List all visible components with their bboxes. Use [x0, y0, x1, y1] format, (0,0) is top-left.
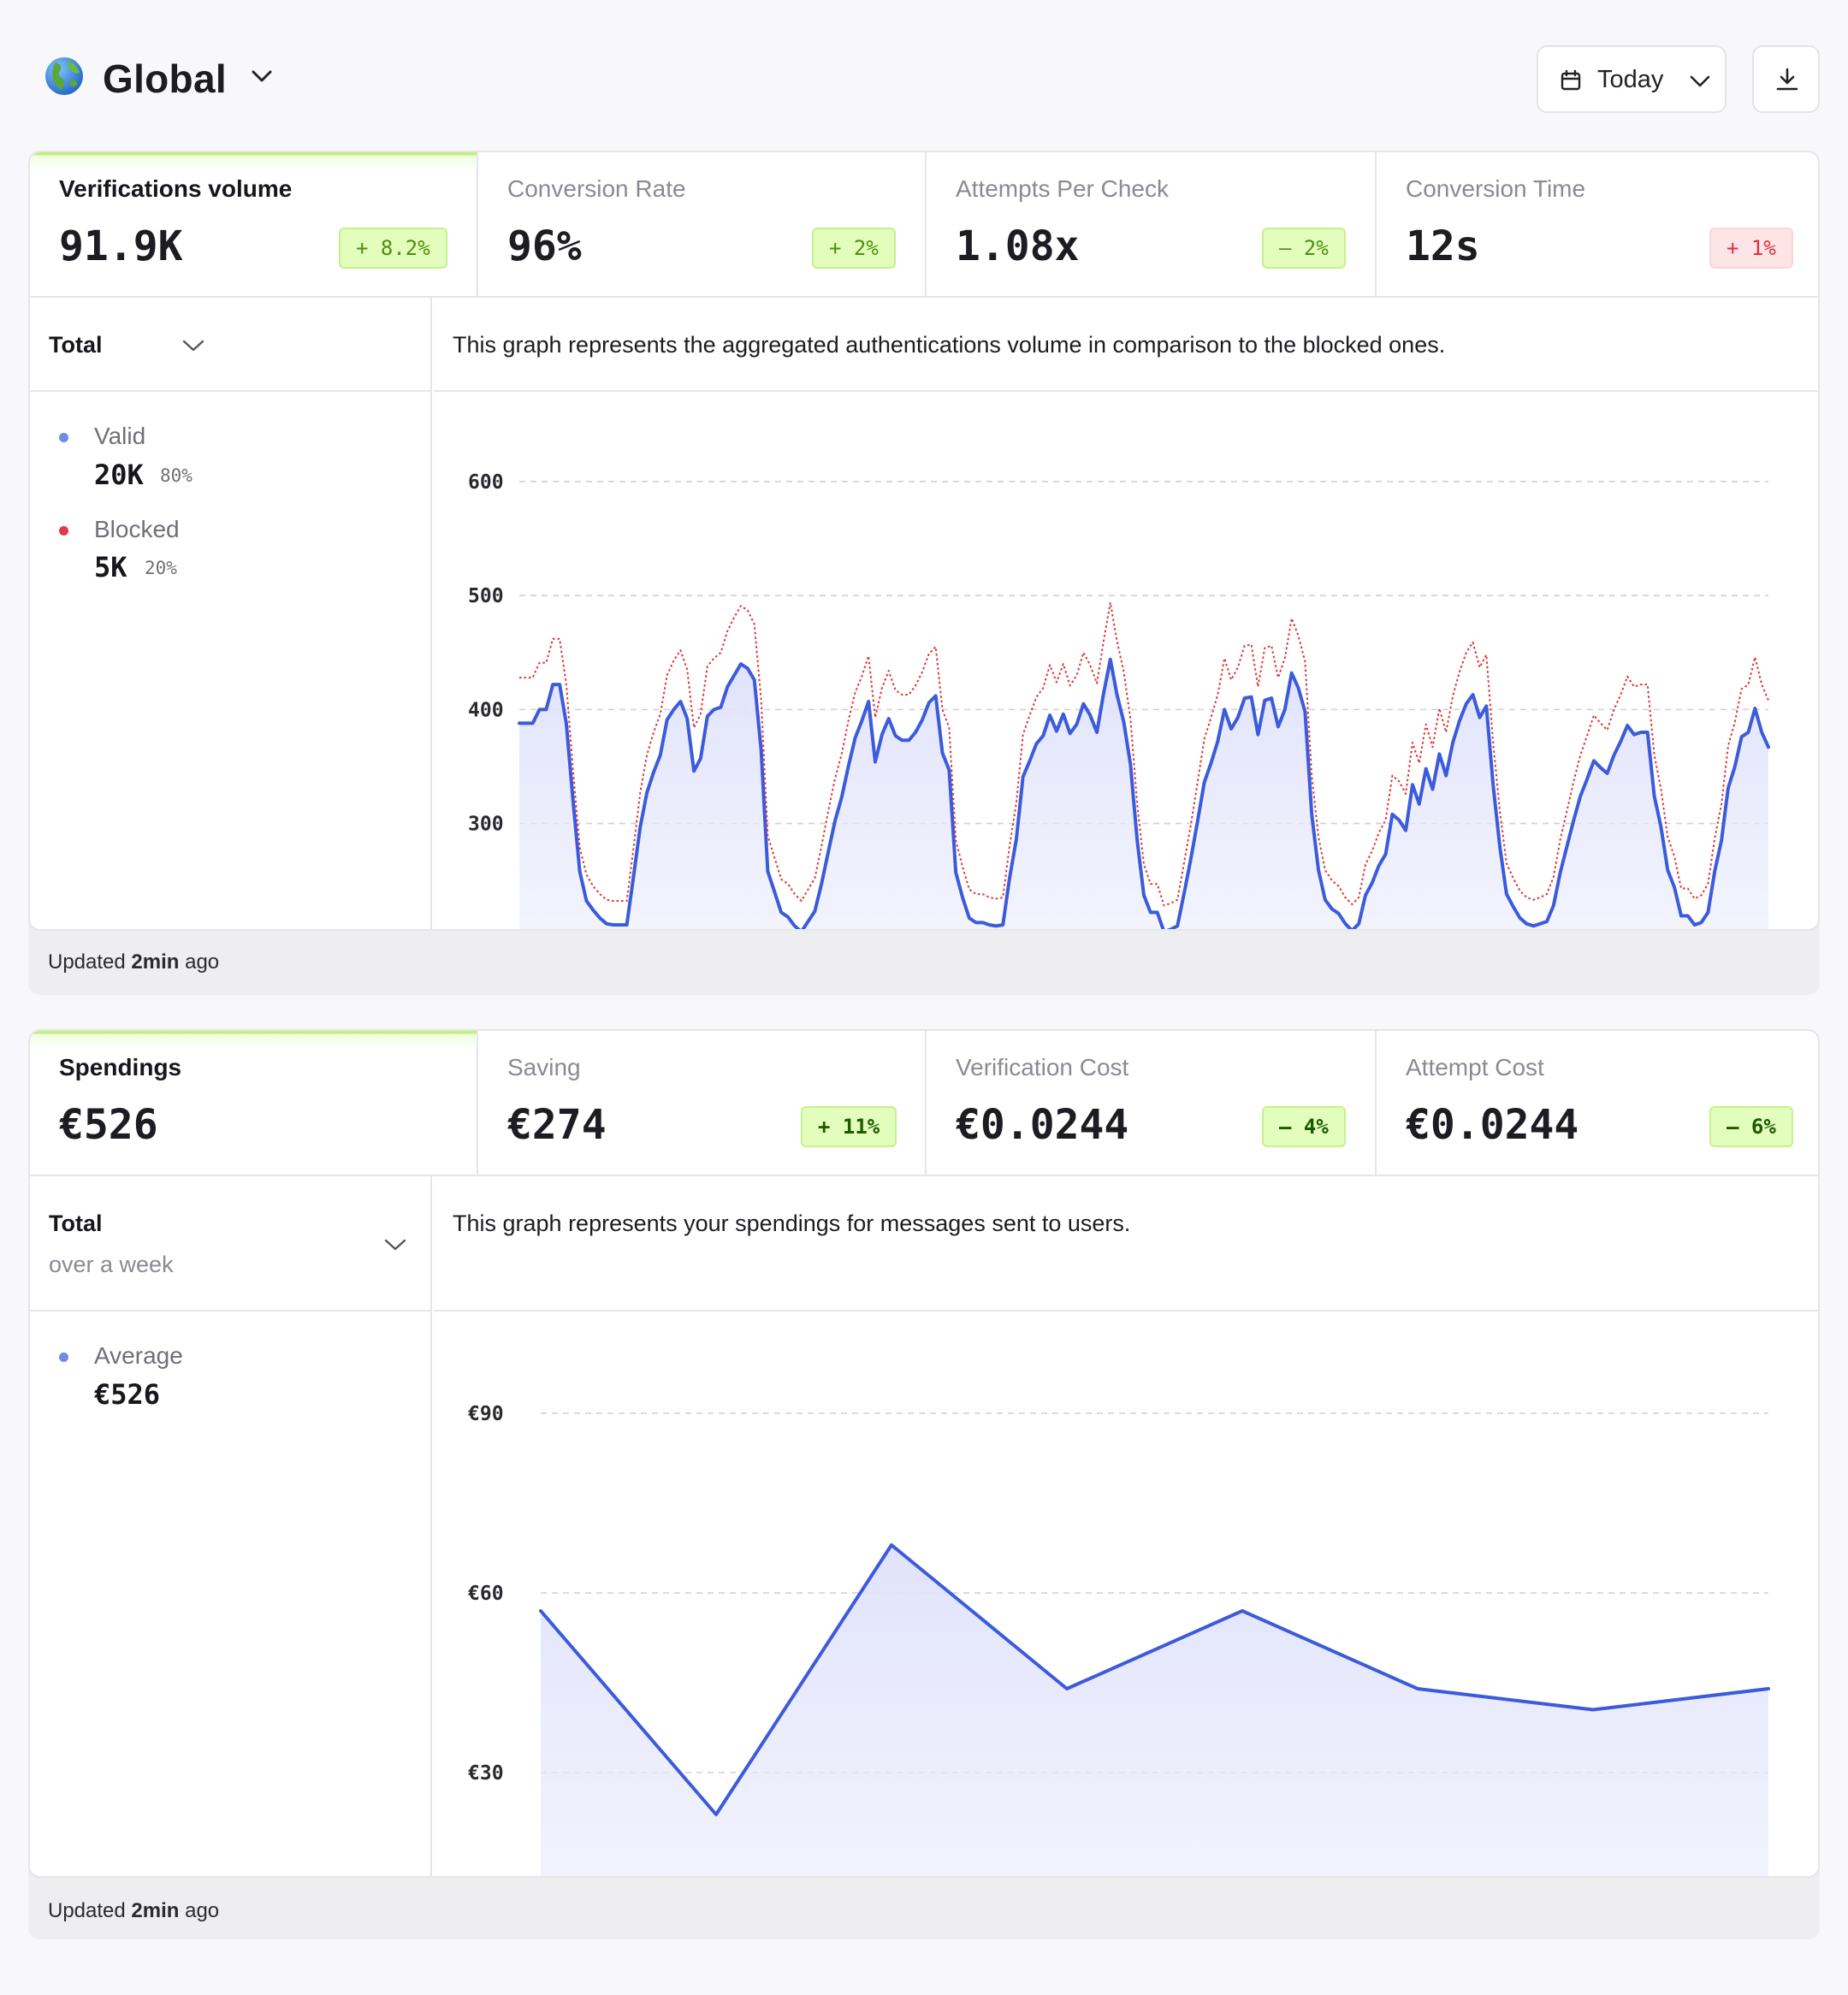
kpi-verifications-volume[interactable]: Verifications volume 91.9K + 8.2%: [30, 152, 478, 298]
legend-value-valid: 20K: [94, 459, 144, 491]
y-tick-label: 300: [468, 814, 504, 836]
filter-sublabel: over a week: [49, 1252, 174, 1277]
kpi-delta-badge: + 11%: [801, 1106, 897, 1147]
series-area-average: [541, 1545, 1768, 1876]
updated-status: Updated 2min ago: [48, 1899, 219, 1923]
kpi-label: Attempt Cost: [1406, 1054, 1544, 1080]
updated-time: 2min: [131, 1899, 180, 1922]
spendings-chart-svg: €30€60€90TueWedThuFriSatSunMon: [468, 1403, 1770, 1876]
chevron-down-icon: [1690, 75, 1710, 87]
chart-description: This graph represents your spendings for…: [434, 1176, 1818, 1311]
download-button[interactable]: [1752, 45, 1820, 113]
spendings-panel: Spendings €526 Saving €274 + 11% Verific…: [28, 1029, 1820, 1939]
kpi-attempt-cost[interactable]: Attempt Cost €0.0244 – 6%: [1377, 1031, 1818, 1176]
series-filter-dropdown[interactable]: Total: [30, 298, 432, 392]
verifications-chart-svg: 200300400500600TueWedThuFriSatSunMon: [468, 471, 1770, 931]
kpi-delta-badge: – 4%: [1262, 1106, 1346, 1147]
series-line-valid: [518, 657, 1770, 929]
verifications-chart: 200300400500600TueWedThuFriSatSunMon: [434, 392, 1818, 931]
y-tick-label: €60: [468, 1583, 504, 1605]
kpi-label: Conversion Rate: [507, 175, 686, 202]
verifications-kpis: Verifications volume 91.9K + 8.2% Conver…: [30, 152, 1818, 298]
filter-label: Total: [49, 332, 103, 358]
spendings-kpis: Spendings €526 Saving €274 + 11% Verific…: [30, 1031, 1818, 1176]
updated-status: Updated 2min ago: [48, 950, 219, 974]
page-title[interactable]: Global: [103, 56, 227, 101]
legend-dot-average: [59, 1353, 68, 1362]
y-tick-label: 500: [468, 585, 504, 607]
chevron-down-icon: [384, 1239, 406, 1251]
filter-label: Total: [49, 1211, 103, 1236]
updated-suffix: ago: [185, 1899, 220, 1922]
legend-dot-blocked: [59, 526, 68, 536]
kpi-conversion-rate[interactable]: Conversion Rate 96% + 2%: [478, 152, 927, 298]
kpi-value: €526: [59, 1101, 158, 1149]
kpi-label: Verification Cost: [956, 1054, 1129, 1080]
kpi-value: 12s: [1406, 222, 1480, 270]
chart-description-text: This graph represents your spendings for…: [453, 1211, 1131, 1236]
kpi-conversion-time[interactable]: Conversion Time 12s + 1%: [1377, 152, 1818, 298]
y-tick-label: 200: [468, 927, 504, 931]
y-tick-label: €30: [468, 1762, 504, 1785]
verifications-card: Verifications volume 91.9K + 8.2% Conver…: [28, 151, 1820, 931]
date-filter-label: Today: [1597, 66, 1664, 93]
kpi-delta-badge: – 6%: [1709, 1106, 1793, 1147]
date-filter-button[interactable]: Today: [1537, 45, 1727, 113]
updated-prefix: Updated: [48, 1899, 126, 1922]
series-area-valid: [519, 659, 1768, 929]
kpi-value: 96%: [507, 222, 582, 270]
kpi-attempts-per-check[interactable]: Attempts Per Check 1.08x – 2%: [927, 152, 1377, 298]
y-tick-label: €90: [468, 1403, 504, 1425]
kpi-value: 1.08x: [956, 222, 1080, 270]
globe-icon: [45, 57, 83, 95]
legend-name-valid: Valid: [94, 423, 146, 449]
chart-description-text: This graph represents the aggregated aut…: [453, 332, 1446, 358]
kpi-label: Conversion Time: [1406, 175, 1586, 202]
verifications-panel: Verifications volume 91.9K + 8.2% Conver…: [28, 151, 1820, 995]
kpi-delta-badge: + 2%: [812, 228, 896, 269]
chart-legend: Average €526: [30, 1311, 432, 1876]
chevron-down-icon[interactable]: [249, 66, 275, 86]
series-line-average: [539, 1543, 1770, 1816]
kpi-delta-badge: + 8.2%: [339, 228, 447, 269]
legend-name-blocked: Blocked: [94, 516, 180, 542]
kpi-label: Verifications volume: [59, 175, 293, 202]
series-filter-dropdown[interactable]: Total over a week: [30, 1176, 432, 1311]
kpi-value: €274: [507, 1101, 607, 1149]
kpi-verification-cost[interactable]: Verification Cost €0.0244 – 4%: [927, 1031, 1377, 1176]
legend-percent-blocked: 20%: [145, 558, 177, 578]
kpi-label: Saving: [507, 1054, 581, 1080]
kpi-saving[interactable]: Saving €274 + 11%: [478, 1031, 927, 1176]
legend-value-blocked: 5K: [94, 551, 127, 583]
calendar-icon: [1561, 69, 1581, 91]
download-icon: [1776, 68, 1798, 91]
updated-time: 2min: [131, 950, 180, 974]
y-tick-label: 600: [468, 471, 504, 494]
legend-name-average: Average: [94, 1342, 183, 1369]
updated-prefix: Updated: [48, 950, 126, 974]
kpi-delta-badge: + 1%: [1709, 228, 1793, 269]
chart-legend: Valid 20K 80% Blocked 5K 20%: [30, 392, 432, 929]
kpi-delta-badge: – 2%: [1262, 228, 1346, 269]
legend-percent-valid: 80%: [160, 465, 192, 486]
kpi-value: 91.9K: [59, 222, 183, 270]
y-tick-label: 400: [468, 699, 504, 721]
updated-suffix: ago: [185, 950, 220, 974]
spendings-chart: €30€60€90TueWedThuFriSatSunMon: [434, 1311, 1818, 1876]
chevron-down-icon: [182, 340, 204, 352]
page-header: Global Today: [28, 38, 1820, 115]
legend-value-average: €526: [94, 1378, 161, 1411]
kpi-spendings[interactable]: Spendings €526: [30, 1031, 478, 1176]
series-line-blocked: [519, 601, 1769, 907]
kpi-label: Attempts Per Check: [956, 175, 1169, 202]
kpi-label: Spendings: [59, 1054, 182, 1080]
kpi-value: €0.0244: [1406, 1101, 1579, 1149]
spendings-card: Spendings €526 Saving €274 + 11% Verific…: [28, 1029, 1820, 1878]
chart-description: This graph represents the aggregated aut…: [434, 298, 1818, 392]
kpi-value: €0.0244: [956, 1101, 1129, 1149]
legend-dot-valid: [59, 433, 68, 442]
